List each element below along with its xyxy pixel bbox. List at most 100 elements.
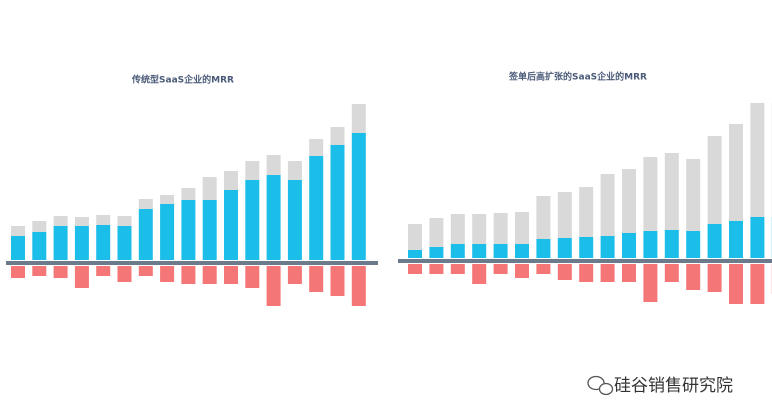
bar-segment: [74, 226, 89, 260]
bar-segment: [686, 231, 701, 258]
bar-segment: [622, 169, 636, 233]
bar-segment: [750, 217, 765, 258]
bar-negative: [557, 264, 572, 280]
bar-segment: [224, 190, 238, 260]
bar-segment: [707, 224, 722, 258]
bar-segment: [11, 226, 25, 236]
bar-segment: [117, 216, 132, 226]
bar-negative: [664, 264, 679, 282]
bar-negative: [138, 266, 153, 276]
bar-negative: [536, 264, 551, 274]
bar-segment: [245, 180, 260, 260]
bar-segment: [557, 238, 572, 258]
bar-negative: [729, 264, 743, 304]
bar-negative: [309, 266, 324, 292]
bar-segment: [600, 236, 615, 258]
bar-negative: [686, 264, 701, 290]
bar-segment: [351, 104, 366, 133]
bar-segment: [600, 174, 615, 236]
bar-segment: [429, 247, 444, 258]
bar-negative: [579, 264, 594, 282]
bar-segment: [579, 187, 594, 237]
bar-negative: [493, 264, 508, 274]
bar-segment: [472, 214, 487, 244]
watermark-icon: [587, 375, 614, 396]
bar-segment: [74, 217, 89, 226]
bar-negative: [96, 266, 111, 276]
bar-segment: [287, 180, 302, 260]
bar-segment: [686, 159, 701, 231]
bar-segment: [117, 226, 132, 260]
bar-segment: [408, 224, 422, 250]
bar-segment: [309, 156, 324, 260]
bar-negative: [245, 266, 260, 288]
bar-negative: [472, 264, 487, 284]
bar-segment: [664, 230, 679, 258]
bar-segment: [408, 250, 422, 258]
bar-segment: [643, 157, 658, 231]
bar-segment: [138, 199, 153, 209]
bar-segment: [160, 204, 175, 260]
bar-negative: [643, 264, 658, 302]
bar-negative: [515, 264, 529, 278]
bar-negative: [117, 266, 132, 282]
bar-segment: [266, 155, 281, 175]
bar-segment: [53, 226, 68, 260]
bar-negative: [450, 264, 465, 274]
bar-segment: [643, 231, 658, 258]
bar-segment: [160, 195, 175, 204]
bar-segment: [536, 196, 551, 239]
bar-segment: [309, 139, 324, 156]
bar-negative: [53, 266, 68, 278]
bar-segment: [536, 239, 551, 258]
bar-negative: [224, 266, 238, 284]
bar-negative: [750, 264, 765, 304]
bar-segment: [11, 236, 25, 260]
bar-negative: [287, 266, 302, 284]
bar-segment: [493, 244, 508, 258]
bar-negative: [32, 266, 47, 276]
bar-negative: [429, 264, 444, 274]
bar-segment: [330, 127, 345, 145]
bar-segment: [330, 145, 345, 260]
bar-segment: [287, 161, 302, 180]
bar-segment: [266, 175, 281, 260]
bar-segment: [224, 171, 238, 190]
bar-segment: [579, 237, 594, 258]
bar-negative: [181, 266, 196, 284]
bar-segment: [202, 200, 217, 260]
bar-segment: [181, 188, 196, 200]
bar-segment: [138, 209, 153, 260]
watermark: 硅谷销售研究院: [614, 376, 733, 396]
bar-negative: [707, 264, 722, 292]
bar-segment: [32, 221, 47, 232]
bar-segment: [96, 215, 111, 225]
bar-segment: [472, 244, 487, 258]
bar-segment: [493, 213, 508, 244]
bar-segment: [351, 133, 366, 260]
bar-negative: [330, 266, 345, 296]
bar-segment: [181, 200, 196, 260]
bar-negative: [600, 264, 615, 282]
chart-title: 签单后高扩张的SaaS企业的MRR: [508, 71, 647, 83]
bar-segment: [202, 177, 217, 200]
bar-negative: [160, 266, 175, 282]
bar-segment: [429, 218, 444, 247]
bar-segment: [450, 214, 465, 244]
bar-negative: [351, 266, 366, 306]
bar-negative: [202, 266, 217, 284]
bar-negative: [74, 266, 89, 288]
bar-negative: [266, 266, 281, 306]
bar-segment: [450, 244, 465, 258]
bar-segment: [557, 192, 572, 238]
bar-segment: [664, 153, 679, 230]
bar-negative: [408, 264, 422, 274]
chart-title: 传统型SaaS企业的MRR: [131, 74, 234, 86]
bar-segment: [515, 212, 529, 244]
bar-segment: [622, 233, 636, 258]
bar-segment: [53, 216, 68, 226]
bar-negative: [11, 266, 25, 278]
bar-segment: [96, 225, 111, 260]
bar-segment: [729, 221, 743, 258]
